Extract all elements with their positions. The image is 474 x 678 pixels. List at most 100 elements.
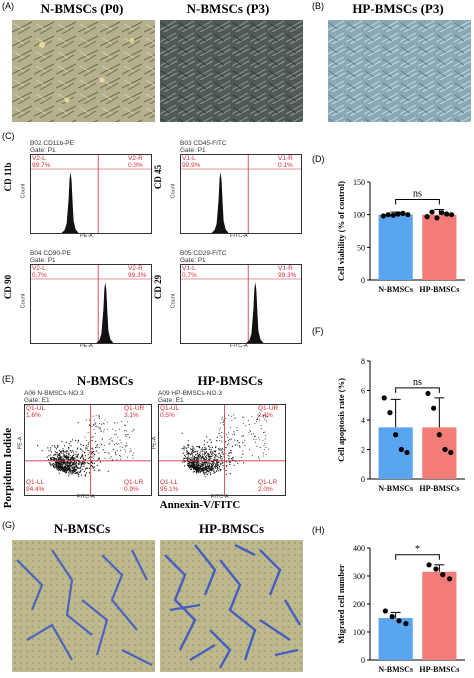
- panel-label-d: (D): [312, 154, 325, 164]
- significance-label: ns: [413, 377, 422, 388]
- x-tick-label: HP-BMSCs: [419, 484, 459, 493]
- y-tick-label: 6: [361, 387, 365, 396]
- histogram-ylabel: CD 11b: [3, 162, 13, 192]
- dotplot-quadrant-label: 0.5%: [160, 412, 175, 419]
- histogram-quadrant-label: V1-R: [278, 265, 293, 272]
- dotplot-svg: [159, 405, 285, 495]
- data-point: [447, 576, 453, 582]
- data-point: [444, 211, 450, 217]
- histogram-yaxis-label: Count: [170, 183, 177, 199]
- data-point: [426, 562, 432, 568]
- histogram-quadrant-label: V2-L: [32, 155, 46, 162]
- x-tick-label: N-BMSCs: [378, 665, 413, 674]
- dotplot-quadrant-label: 2.0%: [258, 486, 273, 493]
- histogram-quadrant-label: V2-R: [128, 265, 143, 272]
- dotplot-header: A06 N-BMSCs-NO.3: [24, 390, 84, 397]
- x-tick-label: HP-BMSCs: [419, 285, 459, 294]
- histogram-plot-area: [180, 264, 302, 344]
- panel-label-b: (B): [312, 1, 324, 11]
- data-point: [425, 390, 431, 397]
- chart-d-viability: 0 50 100 150 Cell viability (% of control) N-…: [336, 178, 465, 294]
- migration-image-n-texture: [12, 540, 155, 672]
- histogram-quadrant-label: V1-R: [278, 155, 293, 162]
- dotplot-gate: Gate: E1: [24, 397, 50, 404]
- histogram-gate: Gate: P1: [30, 257, 56, 264]
- x-tick-label: HP-BMSCs: [419, 665, 459, 674]
- data-point: [434, 215, 440, 221]
- dotplot-gate: Gate: E1: [158, 397, 184, 404]
- dotplot-quadrant-label: Q1-UR: [124, 405, 145, 412]
- histogram-gate: Gate: P1: [180, 147, 206, 154]
- data-point: [448, 449, 454, 456]
- y-tick-label: 100: [353, 628, 365, 637]
- dotplot-quadrant-label: 3.1%: [124, 412, 139, 419]
- data-point: [405, 212, 411, 218]
- dotplot-quadrant-label: 95.1%: [160, 486, 179, 493]
- histogram-quadrant-label: 99.9%: [182, 162, 201, 169]
- e-title-n: N-BMSCs: [76, 373, 134, 388]
- data-point: [393, 432, 399, 438]
- data-point: [424, 214, 430, 220]
- data-point: [403, 621, 409, 627]
- data-point: [381, 395, 387, 401]
- panel-label-f: (F): [312, 326, 324, 336]
- significance-bracket: [395, 554, 440, 560]
- panel-label-e: (E): [2, 374, 14, 384]
- bar-hp-bmscs: [422, 571, 457, 660]
- dotplot-yaxis-label: PE-A: [151, 436, 158, 450]
- data-point: [390, 212, 396, 218]
- histogram-svg: [31, 265, 151, 343]
- histogram-plot-area: [30, 154, 152, 234]
- image-title-n-p3: N-BMSCs (P3): [186, 1, 270, 16]
- data-point: [396, 618, 402, 624]
- y-tick-label: 300: [353, 572, 365, 581]
- y-tick-label: 150: [353, 178, 365, 187]
- histogram-peak: [96, 282, 114, 343]
- panel-label-a: (A): [2, 1, 14, 11]
- data-point: [387, 410, 393, 416]
- dotplot-header: A09 HP-BMSCs-NO.3: [158, 390, 222, 397]
- data-point: [439, 210, 445, 216]
- histogram-quadrant-label: 99.3%: [128, 272, 147, 279]
- bar-hp-bmscs: [422, 214, 457, 280]
- dotplot-quadrant-label: 0.9%: [124, 486, 139, 493]
- dotplot-plot-area: [24, 404, 152, 496]
- histogram-svg: [31, 155, 151, 233]
- data-point: [385, 212, 391, 218]
- data-point: [429, 209, 435, 215]
- data-point: [431, 405, 437, 411]
- significance-label: *: [415, 544, 420, 555]
- histogram-ylabel: CD 45: [153, 164, 163, 190]
- data-point: [440, 572, 446, 578]
- migration-image-hp-texture: [160, 540, 303, 672]
- histogram-quadrant-label: 0.1%: [278, 162, 293, 169]
- panel-label-h: (H): [312, 525, 325, 535]
- histogram-xaxis-label: FITC-A: [230, 343, 248, 349]
- image-title-n-p0: N-BMSCs (P0): [40, 1, 124, 16]
- y-tick-label: 0: [361, 475, 365, 484]
- chart-h-migration: 0 100 200 300 400 Migrated cell number N-BMSCs…: [336, 544, 465, 674]
- histogram-quadrant-label: V1-L: [182, 155, 196, 162]
- histogram-peak: [61, 172, 79, 233]
- y-tick-label: 200: [353, 600, 365, 609]
- y-tick-label: 50: [357, 243, 365, 252]
- y-axis-title: Cell viability (% of control): [336, 181, 346, 281]
- dotplot-xaxis-label: FITC-A: [211, 494, 229, 500]
- panel-label-g: (G): [2, 520, 15, 530]
- dotplot-quadrant-label: Q1-UL: [160, 405, 180, 412]
- histogram-xaxis-label: FITC-A: [230, 233, 248, 239]
- histogram-yaxis-label: Count: [20, 183, 27, 199]
- data-point: [395, 211, 401, 217]
- significance-label: ns: [413, 188, 422, 199]
- histogram-peak: [211, 172, 229, 233]
- histogram-gate: Gate: P1: [30, 147, 56, 154]
- y-tick-label: 0: [361, 276, 365, 285]
- histogram-quadrant-label: 0.3%: [128, 162, 143, 169]
- x-tick-label: N-BMSCs: [378, 285, 413, 294]
- data-point: [389, 614, 395, 620]
- y-tick-label: 2: [361, 446, 365, 455]
- dotplot-quadrant-label: Q1-UL: [26, 405, 46, 412]
- panel-label-c: (C): [2, 131, 15, 141]
- data-point: [382, 608, 388, 614]
- y-tick-label: 8: [361, 357, 365, 366]
